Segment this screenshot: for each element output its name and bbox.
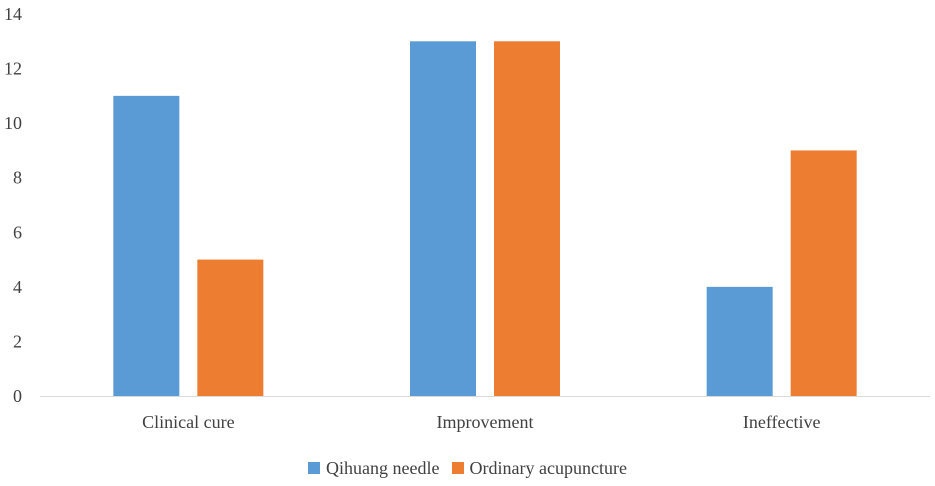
- legend-label-series-1: Qihuang needle: [326, 457, 440, 478]
- y-tick-label: 14: [4, 4, 22, 24]
- y-tick-label: 0: [13, 386, 22, 406]
- y-tick-label: 12: [4, 59, 22, 79]
- bar-clinical-cure-series-1: [113, 95, 180, 396]
- y-tick-label: 2: [13, 331, 22, 351]
- bar-clinical-cure-series-2: [197, 259, 264, 396]
- legend-item-series-2: Ordinary acupuncture: [451, 457, 627, 479]
- bar-ineffective-series-1: [706, 286, 773, 396]
- bar-ineffective-series-2: [790, 150, 857, 396]
- legend-swatch-series-1: [308, 462, 321, 474]
- y-axis-ticks: 0 2 4 6 8 10 12 14: [4, 4, 22, 406]
- x-tick-label: Clinical cure: [142, 412, 234, 432]
- x-axis-ticks: Clinical cure Improvement Ineffective: [142, 412, 820, 432]
- legend-item-series-1: Qihuang needle: [308, 457, 440, 479]
- y-tick-label: 4: [13, 277, 22, 297]
- bar-improvement-series-2: [494, 41, 560, 397]
- y-tick-label: 8: [13, 168, 22, 188]
- y-tick-label: 10: [4, 113, 22, 133]
- bar-improvement-series-1: [410, 41, 476, 397]
- legend: Qihuang needle Ordinary acupuncture: [0, 456, 935, 480]
- bar-chart: 0 2 4 6 8 10 12 14 Clinical cure Improvement Inef…: [4, 4, 930, 432]
- legend-label-series-2: Ordinary acupuncture: [469, 457, 627, 478]
- x-tick-label: Ineffective: [743, 412, 821, 432]
- x-tick-label: Improvement: [437, 412, 534, 432]
- y-tick-label: 6: [13, 222, 22, 242]
- legend-swatch-series-2: [451, 462, 464, 474]
- bars: [113, 41, 857, 397]
